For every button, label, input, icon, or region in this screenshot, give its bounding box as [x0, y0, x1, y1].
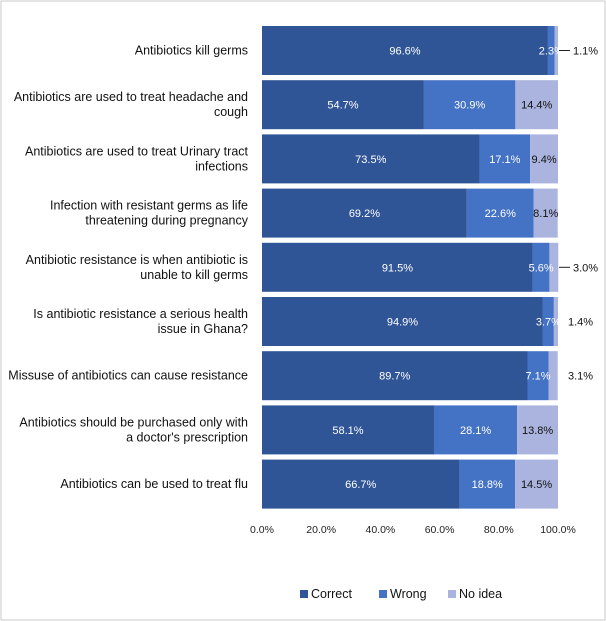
- data-label: 22.6%: [485, 208, 516, 220]
- legend-label: Correct: [311, 587, 353, 601]
- data-label: 14.4%: [521, 100, 552, 112]
- bar-segment-correct: [262, 188, 467, 238]
- bar-segment-correct: [262, 80, 424, 130]
- data-label: 9.4%: [532, 154, 557, 166]
- legend-label: Wrong: [390, 587, 427, 601]
- data-label: 91.5%: [382, 262, 413, 274]
- data-label: 2.3%: [539, 46, 564, 58]
- bar-segment-no-idea: [549, 242, 559, 292]
- outside-data-label: 1.4%: [568, 317, 593, 329]
- data-label: 94.9%: [387, 317, 418, 329]
- category-label-line: a doctor's prescription: [126, 430, 248, 444]
- bar-segment-wrong: [527, 351, 549, 401]
- data-label: 96.6%: [389, 46, 420, 58]
- x-tick-label: 0.0%: [250, 524, 274, 536]
- bar-segment-no-idea: [553, 297, 558, 346]
- category-label-line: Antibiotic resistance is when antibiotic…: [26, 253, 248, 267]
- bar-segment-wrong: [466, 188, 534, 238]
- category-label: Is antibiotic resistance a serious healt…: [33, 307, 248, 336]
- data-label: 58.1%: [332, 425, 363, 437]
- legend-swatch: [379, 590, 387, 598]
- bar-segment-wrong: [433, 405, 518, 455]
- data-label: 7.1%: [525, 371, 550, 383]
- x-tick-label: 40.0%: [366, 524, 396, 536]
- category-label: Antibiotics should be purchased only wit…: [19, 415, 248, 444]
- category-label-line: Is antibiotic resistance a serious healt…: [33, 307, 248, 321]
- bar-segment-wrong: [479, 134, 531, 184]
- outside-data-label: 3.0%: [573, 262, 598, 274]
- category-label: Antibiotic resistance is when antibiotic…: [26, 253, 248, 282]
- category-label: Antibiotics are used to treat headache a…: [14, 90, 248, 119]
- bar-segment-no-idea: [530, 134, 558, 184]
- legend: Correct Wrong No idea: [300, 587, 502, 601]
- data-label: 8.1%: [533, 208, 558, 220]
- legend-swatch: [300, 590, 308, 598]
- outside-data-label: 3.1%: [568, 371, 593, 383]
- category-label-line: threatening during pregnancy: [85, 214, 248, 228]
- bar-segment-correct: [262, 405, 434, 455]
- category-label: Infection with resistant germs as life th…: [50, 199, 249, 228]
- data-label: 13.8%: [522, 425, 553, 437]
- bar-segment-no-idea: [533, 188, 558, 238]
- data-label: 28.1%: [460, 425, 491, 437]
- category-label-line: infections: [195, 159, 248, 173]
- category-label-line: Antibiotics kill germs: [135, 44, 248, 58]
- category-labels: Antibiotics kill germs Antibiotics are us…: [8, 44, 248, 492]
- bar-segment-no-idea: [548, 351, 558, 401]
- bar-segment-wrong: [542, 297, 554, 346]
- category-label-line: unable to kill germs: [140, 268, 248, 282]
- bar-segment-wrong: [547, 26, 555, 75]
- outside-labels: 1.1% 3.0% 1.4% 3.1%: [559, 46, 598, 383]
- x-tick-label: 20.0%: [306, 524, 336, 536]
- bar-segment-correct: [262, 351, 528, 401]
- category-label: Antibiotics are used to treat Urinary tr…: [25, 144, 249, 173]
- data-label: 73.5%: [355, 154, 386, 166]
- category-label-line: issue in Ghana?: [158, 322, 248, 336]
- data-label: 89.7%: [379, 371, 410, 383]
- data-label: 17.1%: [489, 154, 520, 166]
- bars: [262, 26, 559, 509]
- bar-segment-correct: [262, 297, 543, 346]
- category-label: Antibiotics can be used to treat flu: [60, 477, 248, 491]
- bar-segment-wrong: [459, 459, 516, 509]
- bar-segment-correct: [262, 459, 460, 509]
- data-label: 69.2%: [349, 208, 380, 220]
- x-tick-label: 60.0%: [425, 524, 455, 536]
- data-label: 18.8%: [472, 479, 503, 491]
- legend-swatch: [448, 590, 456, 598]
- category-label: Antibiotics kill germs: [135, 44, 248, 58]
- data-label: 14.5%: [521, 479, 552, 491]
- data-label: 54.7%: [327, 100, 358, 112]
- segment-labels: 96.6% 2.3% 54.7% 30.9% 14.4% 73.5% 17.1% 9.4% 69…: [327, 46, 564, 492]
- outside-data-label: 1.1%: [573, 46, 598, 58]
- bar-segment-wrong: [532, 242, 550, 292]
- x-axis-ticks: 0.0% 20.0% 40.0% 60.0% 80.0% 100.0%: [250, 524, 576, 536]
- legend-label: No idea: [459, 587, 502, 601]
- category-label-line: Missuse of antibiotics can cause resista…: [8, 369, 248, 383]
- x-tick-label: 80.0%: [484, 524, 514, 536]
- category-label-line: Infection with resistant germs as life: [50, 199, 248, 213]
- data-label: 5.6%: [529, 262, 554, 274]
- bar-segment-no-idea: [554, 26, 558, 75]
- x-tick-label: 100.0%: [540, 524, 576, 536]
- category-label-line: Antibiotics can be used to treat flu: [60, 477, 248, 491]
- category-label-line: Antibiotics are used to treat Urinary tr…: [25, 144, 249, 158]
- bar-segment-no-idea: [515, 459, 558, 509]
- data-label: 3.7%: [536, 317, 561, 329]
- category-label-line: cough: [214, 105, 248, 119]
- category-label: Missuse of antibiotics can cause resista…: [8, 369, 248, 383]
- bar-segment-correct: [262, 134, 480, 184]
- bar-segment-correct: [262, 26, 548, 75]
- category-label-line: Antibiotics are used to treat headache a…: [14, 90, 248, 104]
- bar-segment-wrong: [423, 80, 516, 130]
- category-label-line: Antibiotics should be purchased only wit…: [19, 415, 248, 429]
- bar-segment-no-idea: [517, 405, 558, 455]
- bar-segment-correct: [262, 242, 533, 292]
- bar-segment-no-idea: [515, 80, 558, 130]
- data-label: 30.9%: [454, 100, 485, 112]
- data-label: 66.7%: [345, 479, 376, 491]
